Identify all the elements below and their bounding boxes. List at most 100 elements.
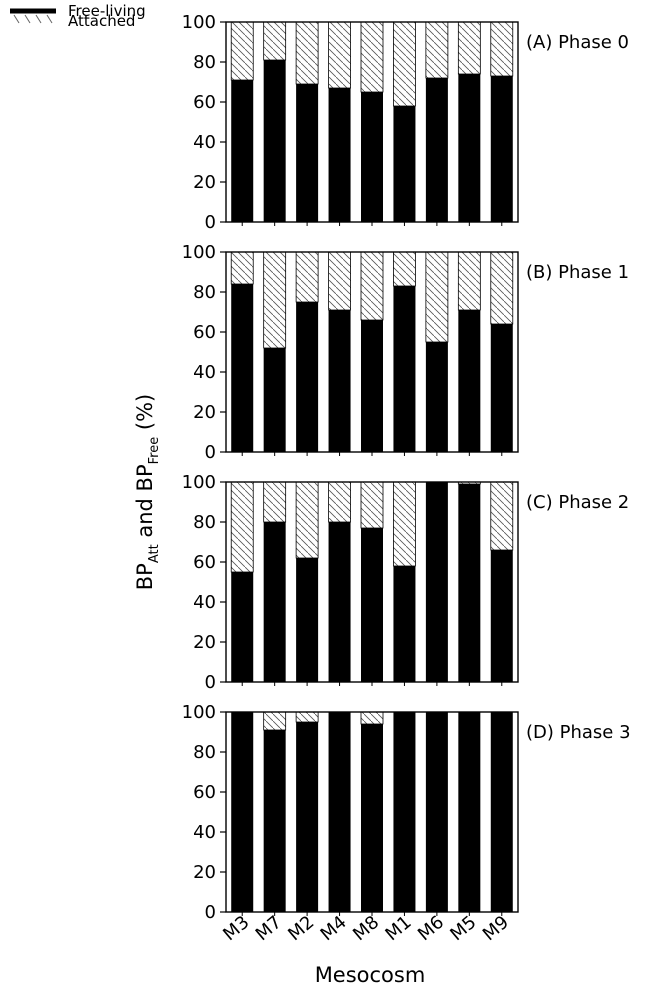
bar-free-M9 — [490, 324, 513, 452]
bar-free-M5 — [458, 310, 481, 452]
y-tick-label: 100 — [182, 702, 216, 723]
bar-attached-M1 — [393, 481, 416, 567]
bar-free-M7 — [263, 60, 286, 222]
bar-attached-M2 — [295, 251, 319, 303]
legend-attached-label: Attached — [68, 12, 135, 30]
y-tick-label: 80 — [193, 52, 216, 73]
bar-free-M3 — [231, 712, 254, 912]
bar-attached-M2 — [295, 711, 319, 723]
bar-free-M5 — [458, 74, 481, 222]
bar-attached-M1 — [393, 251, 416, 287]
y-tick-label: 0 — [205, 902, 216, 923]
bar-free-M7 — [263, 348, 286, 452]
bar-attached-M7 — [263, 711, 287, 731]
panel-label: (C) Phase 2 — [526, 492, 629, 513]
y-tick-label: 40 — [193, 822, 216, 843]
x-tick-label-M8: M8 — [349, 912, 383, 945]
y-axis-title: BPAtt and BPFree (%) — [133, 394, 162, 590]
y-tick-label: 0 — [205, 442, 216, 463]
panel-label: (D) Phase 3 — [526, 722, 631, 743]
bar-attached-M3 — [230, 481, 254, 573]
bar-attached-M3 — [230, 251, 254, 285]
bar-attached-M2 — [295, 481, 319, 559]
bar-attached-M2 — [295, 21, 319, 85]
bar-attached-M4 — [328, 481, 351, 523]
y-tick-label: 60 — [193, 782, 216, 803]
y-tick-label: 100 — [182, 472, 216, 493]
bar-free-M3 — [231, 572, 254, 682]
bar-attached-M8 — [360, 481, 384, 529]
y-tick-label: 100 — [182, 12, 216, 33]
panel-0: 0 20 40 60 80 100 (A) Phase 0 — [182, 12, 629, 233]
bar-free-M1 — [393, 712, 416, 912]
bar-free-M2 — [296, 558, 319, 682]
bar-free-M7 — [263, 730, 286, 912]
bar-free-M5 — [458, 712, 481, 912]
bar-free-M2 — [296, 84, 319, 222]
bar-free-M8 — [361, 528, 383, 682]
bar-attached-M8 — [360, 21, 384, 93]
bar-free-M1 — [393, 566, 416, 682]
x-tick-label-M5: M5 — [446, 912, 480, 945]
panel-label: (A) Phase 0 — [526, 32, 629, 53]
y-tick-label: 20 — [193, 862, 216, 883]
y-tick-label: 20 — [193, 172, 216, 193]
y-tick-label: 80 — [193, 742, 216, 763]
y-tick-label: 60 — [193, 322, 216, 343]
x-tick-label-M4: M4 — [317, 912, 351, 945]
bar-free-M4 — [328, 88, 351, 222]
bar-attached-M7 — [263, 21, 287, 61]
bar-free-M4 — [328, 310, 351, 452]
bar-free-M9 — [490, 550, 513, 682]
x-tick-label-M1: M1 — [381, 912, 415, 945]
y-tick-label: 20 — [193, 632, 216, 653]
bar-free-M2 — [296, 722, 319, 912]
bar-attached-M4 — [328, 251, 351, 311]
legend-attached-swatch — [13, 14, 53, 24]
bar-attached-M7 — [263, 481, 287, 523]
bar-attached-M8 — [360, 711, 384, 725]
bar-free-M2 — [296, 302, 319, 452]
bar-attached-M3 — [230, 21, 254, 81]
y-tick-label: 20 — [193, 402, 216, 423]
x-tick-label-M3: M3 — [219, 912, 253, 945]
y-tick-label: 40 — [193, 132, 216, 153]
x-axis-title: Mesocosm — [315, 963, 426, 987]
y-tick-label: 100 — [182, 242, 216, 263]
y-tick-label: 60 — [193, 552, 216, 573]
legend: Free-living Attached — [10, 2, 146, 30]
bar-attached-M1 — [393, 21, 416, 107]
legend-free-label: Free-living — [68, 2, 146, 20]
x-tick-label-M9: M9 — [479, 912, 513, 945]
bar-free-M6 — [425, 482, 448, 682]
bar-attached-M7 — [263, 251, 287, 349]
bar-attached-M9 — [490, 251, 514, 325]
bar-attached-M5 — [457, 251, 481, 311]
bar-attached-M8 — [360, 251, 384, 321]
bar-free-M3 — [231, 284, 254, 452]
bar-free-M1 — [393, 106, 416, 222]
bar-free-M6 — [425, 78, 448, 222]
panels: 0 20 40 60 80 100 (A) Phase 0 0 20 40 60 80 100 (B) P… — [182, 12, 631, 945]
x-tick-label-M2: M2 — [284, 912, 318, 945]
bar-free-M8 — [361, 320, 383, 452]
bar-free-M5 — [458, 484, 481, 682]
bar-attached-M5 — [457, 21, 481, 75]
bar-free-M8 — [361, 724, 383, 912]
bar-attached-M6 — [425, 251, 449, 343]
bar-free-M6 — [425, 342, 448, 452]
bar-free-M9 — [490, 76, 513, 222]
bar-free-M4 — [328, 712, 351, 912]
y-tick-label: 80 — [193, 282, 216, 303]
y-tick-label: 80 — [193, 512, 216, 533]
bar-free-M4 — [328, 522, 351, 682]
bar-attached-M6 — [425, 21, 449, 79]
x-tick-label-M6: M6 — [414, 912, 448, 945]
bar-free-M1 — [393, 286, 416, 452]
bar-free-M6 — [425, 712, 448, 912]
bar-attached-M9 — [490, 21, 514, 77]
bar-free-M8 — [361, 92, 383, 222]
y-tick-label: 0 — [205, 672, 216, 693]
bar-free-M7 — [263, 522, 286, 682]
panel-3: 0 20 40 60 80 100 (D) Phase 3 M3M7M2M4M8M1M6M5M… — [182, 702, 631, 945]
